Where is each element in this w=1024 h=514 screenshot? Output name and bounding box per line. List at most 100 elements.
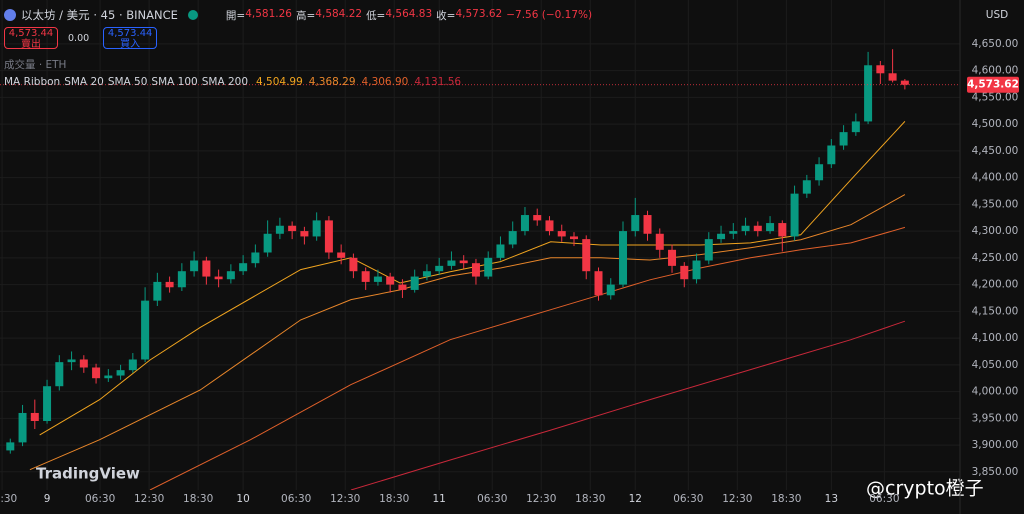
candle-body — [668, 249, 677, 266]
volume-row: 成交量 · ETH — [4, 57, 66, 72]
x-tick-label: 18:30 — [771, 493, 801, 505]
candle-body — [55, 362, 64, 387]
candle-body — [827, 145, 836, 165]
candle-body — [839, 132, 848, 146]
logo: TradingView — [36, 465, 140, 483]
candle-body — [18, 412, 27, 443]
candle-body — [484, 257, 493, 277]
candle-body — [888, 73, 897, 81]
candle-body — [288, 225, 297, 232]
candle-body — [104, 375, 113, 379]
ma-line — [29, 194, 906, 471]
x-tick-label: 06:30 — [477, 493, 507, 505]
x-tick-label: 12:30 — [526, 493, 556, 505]
currency[interactable]: USD — [986, 9, 1008, 21]
buy-button[interactable]: 4,573.44 買入 — [103, 27, 158, 50]
x-tick-label: 18:30 — [379, 493, 409, 505]
candle-body — [263, 233, 272, 253]
x-tick-label: 12:30 — [134, 493, 164, 505]
ohlc-value: 4,584.22 — [315, 7, 363, 20]
candle-body — [631, 215, 640, 232]
x-tick-label: 06:30 — [281, 493, 311, 505]
candle-body — [729, 231, 738, 234]
candle-body — [471, 263, 480, 277]
y-tick-label: 4,500.00 — [972, 118, 1019, 130]
x-tick-label: 06:30 — [85, 493, 115, 505]
candle-body — [704, 239, 713, 261]
sell-label: 賣出 — [21, 39, 41, 50]
candle-body — [214, 276, 223, 280]
y-tick-label: 4,050.00 — [972, 359, 1019, 371]
candle-body — [447, 260, 456, 266]
candle-body — [300, 231, 309, 237]
x-tick-label: 9 — [44, 493, 51, 505]
y-tick-label: 4,350.00 — [972, 198, 1019, 210]
candle-body — [582, 239, 591, 272]
candle-body — [594, 271, 603, 296]
candle-body — [680, 265, 689, 280]
y-tick-label: 4,550.00 — [972, 91, 1019, 103]
candle-body — [337, 252, 346, 258]
y-tick-label: 4,650.00 — [972, 38, 1019, 50]
candle-body — [778, 223, 787, 237]
candle-body — [226, 271, 235, 280]
ma-name: SMA 20 — [64, 76, 104, 88]
x-tick-label: 06:30 — [673, 493, 703, 505]
candle-body — [239, 263, 248, 272]
sell-button[interactable]: 4,573.44 賣出 — [4, 27, 58, 50]
candle-body — [545, 220, 554, 232]
y-tick-label: 3,900.00 — [972, 439, 1019, 451]
candle-body — [569, 236, 578, 240]
ma-value: 4,368.29 — [308, 76, 356, 88]
candle-body — [692, 260, 701, 280]
ma-line — [149, 226, 906, 490]
x-tick-label: 12 — [629, 493, 642, 505]
ma-value: 4,504.99 — [256, 76, 303, 88]
candle-body — [520, 215, 529, 232]
indicator-row: MA Ribbon SMA 20 SMA 50 SMA 100 SMA 200 4,5… — [4, 76, 461, 88]
x-tick-label: 11 — [433, 493, 446, 505]
candle-body — [6, 442, 15, 451]
candle-body — [275, 225, 284, 234]
ohlc: 開= 4,581.26 高= 4,584.22 低= 4,564.83 收= 4,573.62 — [226, 8, 502, 23]
ohlc-key: 低= — [366, 9, 386, 22]
ma-names: SMA 20 SMA 50 SMA 100 SMA 200 — [64, 76, 248, 88]
candle-body — [386, 276, 395, 285]
ma-name: SMA 100 — [151, 76, 198, 88]
candle-body — [128, 359, 137, 371]
y-tick-label: 4,300.00 — [972, 225, 1019, 237]
candle-body — [324, 220, 333, 253]
ohlc-value: 4,581.26 — [245, 7, 292, 20]
candle-body — [864, 65, 873, 122]
candle-body — [141, 300, 150, 360]
buy-label: 買入 — [120, 39, 141, 50]
x-tick-label: 06:30 — [869, 493, 899, 505]
ma-value: 4,131.56 — [414, 76, 462, 88]
y-tick-label: 4,450.00 — [972, 145, 1019, 157]
candle-body — [655, 233, 664, 250]
y-tick-label: 4,100.00 — [972, 332, 1019, 344]
candle-body — [30, 412, 39, 421]
volume-label: 成交量 · ETH — [4, 59, 67, 71]
candle-body — [177, 271, 186, 288]
y-tick-label: 4,600.00 — [972, 65, 1019, 77]
candle-body — [251, 252, 260, 264]
buy-price: 4,573.44 — [107, 28, 153, 39]
x-tick-label: 12:30 — [722, 493, 752, 505]
ma-line — [39, 121, 906, 436]
spread: 0.00 — [68, 32, 90, 44]
y-tick-label: 3,850.00 — [972, 466, 1019, 478]
candle-body — [361, 271, 370, 282]
header-row: 以太坊 / 美元 · 45 · BINANCE 開= 4,581.26 高= 4,58… — [4, 7, 592, 23]
ohlc-key: 高= — [295, 9, 316, 22]
ohlc-key: 開= — [225, 9, 246, 22]
candle-body — [116, 370, 125, 376]
candle-body — [876, 65, 885, 74]
candle-body — [533, 215, 542, 221]
ma-value: 4,306.90 — [361, 76, 409, 88]
ma-line — [350, 320, 906, 490]
candle-body — [900, 80, 909, 85]
x-tick-label: 18:30 — [575, 493, 605, 505]
status-dot — [187, 10, 198, 20]
x-tick-label: 18:30 — [183, 493, 213, 505]
